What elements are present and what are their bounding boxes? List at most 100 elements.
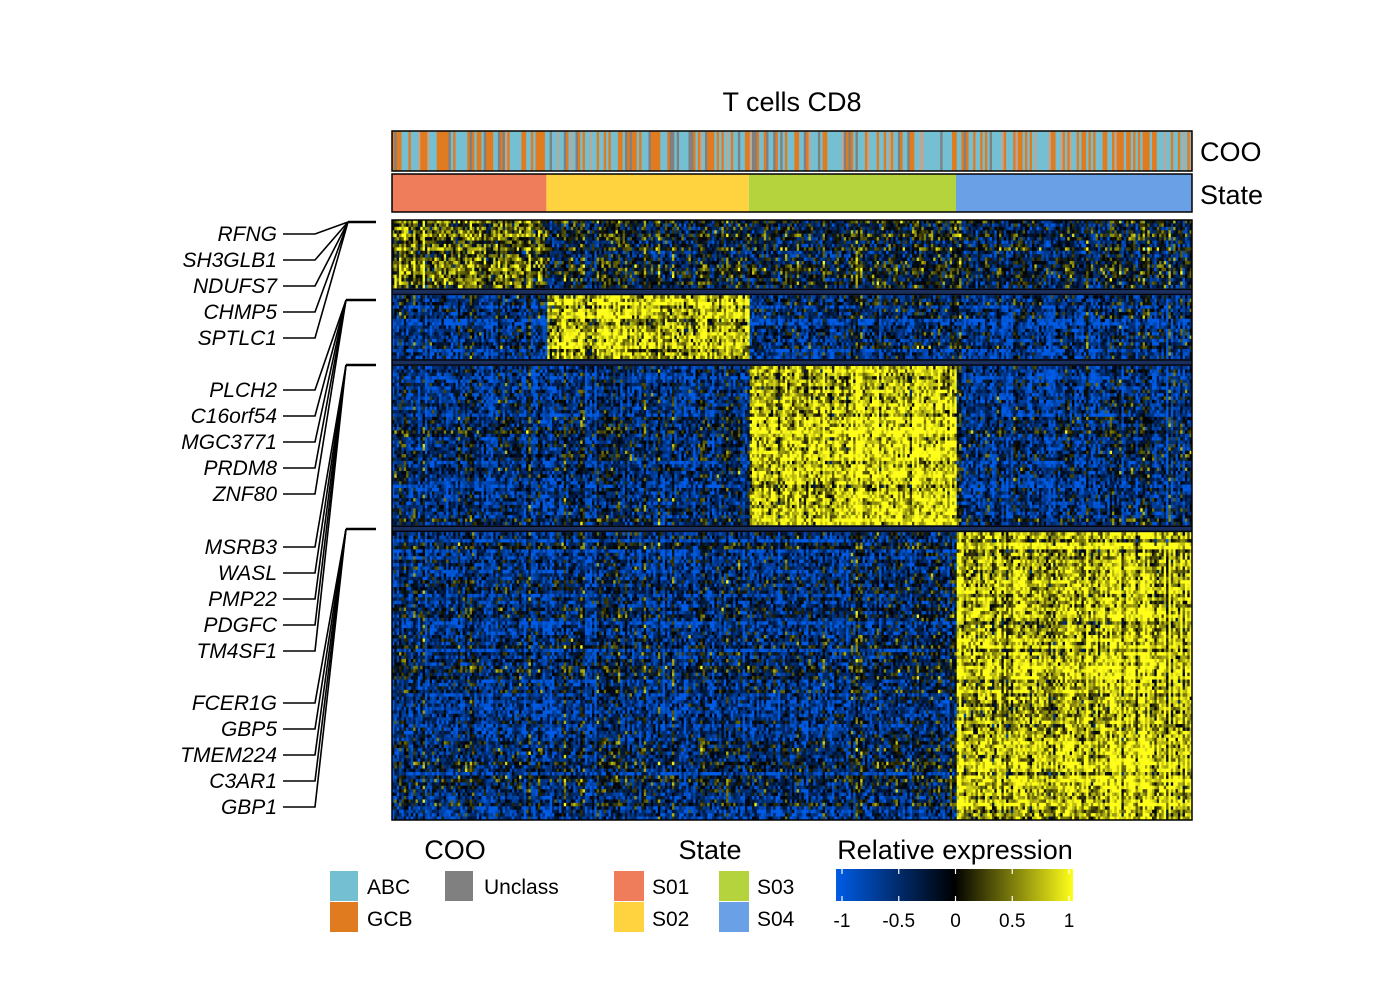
- heat-cell: [1027, 223, 1030, 227]
- coo-cell: [721, 131, 724, 171]
- heat-cell: [660, 244, 663, 248]
- heat-cell: [674, 237, 677, 241]
- heat-cell: [983, 234, 986, 238]
- heat-cell: [616, 241, 619, 245]
- heat-cell: [959, 241, 962, 245]
- coo-cell: [999, 131, 1002, 171]
- heat-cell: [743, 230, 746, 234]
- heat-cell: [1136, 237, 1139, 241]
- heat-cell: [1183, 227, 1186, 231]
- heat-cell: [738, 223, 741, 227]
- heat-cell: [1178, 241, 1181, 245]
- heat-cell: [660, 234, 663, 238]
- heat-cell: [1025, 241, 1028, 245]
- coo-cell: [444, 131, 447, 171]
- heat-cell: [681, 223, 684, 227]
- heat-cell: [896, 241, 899, 245]
- heat-cell: [698, 223, 701, 227]
- heat-cell: [886, 244, 889, 248]
- heat-cell: [1070, 227, 1073, 231]
- heat-cell: [990, 223, 993, 227]
- heat-cell: [926, 234, 929, 238]
- heat-cell: [670, 241, 673, 245]
- heat-cell: [898, 237, 901, 241]
- coo-cell: [1044, 131, 1047, 171]
- heat-cell: [488, 244, 491, 248]
- heat-cell: [957, 234, 960, 238]
- heat-cell: [423, 241, 426, 245]
- coo-cell: [1131, 131, 1134, 171]
- coo-cell: [540, 131, 543, 171]
- heat-cell: [1072, 227, 1075, 231]
- coo-cell: [1046, 131, 1049, 171]
- heat-cell: [1117, 223, 1120, 227]
- heat-cell: [590, 241, 593, 245]
- heat-cell: [928, 241, 931, 245]
- heat-cell: [933, 234, 936, 238]
- coo-cell: [1070, 131, 1073, 171]
- heat-cell: [1178, 237, 1181, 241]
- heat-cell: [1152, 223, 1155, 227]
- heat-cell: [764, 241, 767, 245]
- heat-cell: [479, 234, 482, 238]
- heat-cell: [1187, 234, 1190, 238]
- heat-cell: [811, 230, 814, 234]
- heat-cell: [430, 234, 433, 238]
- heat-cell: [437, 234, 440, 238]
- heat-cell: [783, 244, 786, 248]
- heat-cell: [978, 241, 981, 245]
- heat-cell: [670, 230, 673, 234]
- coo-cell: [736, 131, 739, 171]
- heat-cell: [528, 227, 531, 231]
- heat-cell: [496, 230, 499, 234]
- heat-cell: [496, 237, 499, 241]
- heat-cell: [830, 227, 833, 231]
- heat-cell: [547, 244, 550, 248]
- heat-cell: [980, 230, 983, 234]
- heat-cell: [881, 227, 884, 231]
- heat-cell: [691, 223, 694, 227]
- heat-cell: [968, 244, 971, 248]
- heat-cell: [1032, 241, 1035, 245]
- heat-cell: [503, 241, 506, 245]
- heat-cell: [771, 230, 774, 234]
- heat-cell: [832, 227, 835, 231]
- heat-cell: [404, 234, 407, 238]
- heat-cell: [726, 241, 729, 245]
- heat-cell: [900, 230, 903, 234]
- heat-cell: [938, 234, 941, 238]
- heat-cell: [714, 241, 717, 245]
- heat-cell: [1088, 223, 1091, 227]
- heat-cell: [710, 234, 713, 238]
- heat-cell: [1103, 223, 1106, 227]
- heat-cell: [608, 234, 611, 238]
- heat-cell: [853, 244, 856, 248]
- heat-cell: [559, 244, 562, 248]
- coo-cell: [681, 131, 684, 171]
- heat-cell: [613, 234, 616, 238]
- heat-cell: [1128, 237, 1131, 241]
- heat-cell: [474, 241, 477, 245]
- heat-cell: [1077, 237, 1080, 241]
- heat-cell: [910, 241, 913, 245]
- heat-cell: [1084, 234, 1087, 238]
- heat-cell: [811, 237, 814, 241]
- heat-cell: [423, 223, 426, 227]
- coo-cell: [1037, 131, 1040, 171]
- heat-cell: [820, 244, 823, 248]
- heat-cell: [764, 230, 767, 234]
- heat-cell: [743, 234, 746, 238]
- heat-cell: [1159, 227, 1162, 231]
- heat-cell: [488, 241, 491, 245]
- heat-cell: [1133, 241, 1136, 245]
- heat-cell: [808, 244, 811, 248]
- heat-cell: [801, 223, 804, 227]
- heat-cell: [564, 234, 567, 238]
- heat-cell: [881, 244, 884, 248]
- heat-cell: [484, 244, 487, 248]
- heat-cell: [768, 237, 771, 241]
- heat-cell: [872, 237, 875, 241]
- heat-cell: [954, 244, 957, 248]
- heat-cell: [957, 223, 960, 227]
- heat-cell: [448, 227, 451, 231]
